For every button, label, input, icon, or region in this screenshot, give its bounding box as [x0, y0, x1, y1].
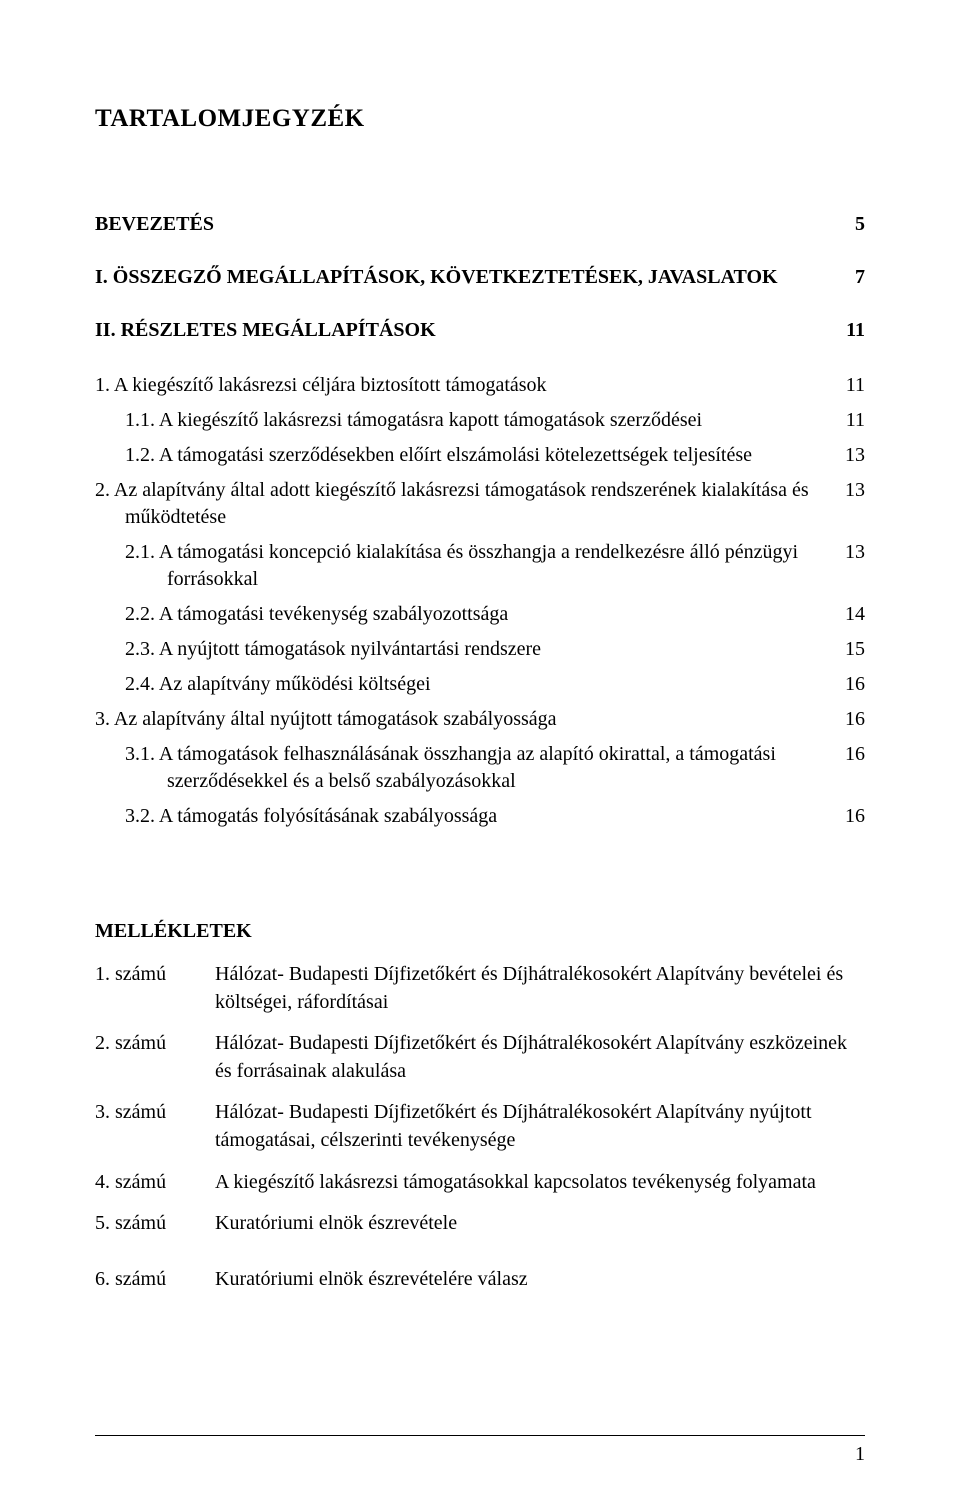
appendix-row: 6. számúKuratóriumi elnök észrevételére … — [95, 1266, 865, 1294]
toc-heading-label: II. RÉSZLETES MEGÁLLAPÍTÁSOK — [95, 319, 836, 342]
toc-item-row: 2.3. A nyújtott támogatások nyilvántartá… — [95, 636, 865, 663]
toc-item-number: 3.2. — [125, 805, 159, 827]
toc-item-number: 1.1. — [125, 409, 159, 431]
toc-item-number: 2.3. — [125, 638, 159, 660]
appendix-text: Kuratóriumi elnök észrevételére válasz — [215, 1266, 865, 1294]
toc-item-label: A támogatások felhasználásának összhangj… — [159, 743, 776, 792]
toc-item-page: 14 — [835, 601, 865, 628]
appendix-text: A kiegészítő lakásrezsi támogatásokkal k… — [215, 1169, 865, 1197]
appendix-row: 2. számúHálózat- Budapesti Díjfizetőkért… — [95, 1030, 865, 1085]
toc-item-text: 2.1. A támogatási koncepció kialakítása … — [95, 539, 835, 593]
toc-item-page: 11 — [836, 372, 865, 399]
appendix-row: 1. számúHálózat- Budapesti Díjfizetőkért… — [95, 961, 865, 1016]
toc-item-number: 3.1. — [125, 743, 159, 765]
toc-item-row: 2.1. A támogatási koncepció kialakítása … — [95, 539, 865, 593]
appendix-number: 5. számú — [95, 1210, 215, 1238]
appendix-text: Hálózat- Budapesti Díjfizetőkért és Díjh… — [215, 1030, 865, 1085]
toc-item-number: 3. — [95, 708, 114, 730]
toc-item-label: A kiegészítő lakásrezsi céljára biztosít… — [114, 374, 547, 396]
toc-heading-label: I. ÖSSZEGZŐ MEGÁLLAPÍTÁSOK, KÖVETKEZTETÉ… — [95, 266, 845, 289]
toc-item-row: 2. Az alapítvány által adott kiegészítő … — [95, 477, 865, 531]
appendix-number: 1. számú — [95, 961, 215, 1016]
toc-item-number: 1. — [95, 374, 114, 396]
toc-item-page: 16 — [835, 741, 865, 768]
toc-item-number: 2.4. — [125, 673, 159, 695]
toc-item-text: 2.4. Az alapítvány működési költségei — [95, 671, 835, 698]
appendix-row: 5. számúKuratóriumi elnök észrevétele — [95, 1210, 865, 1238]
toc-item-text: 1.1. A kiegészítő lakásrezsi támogatásra… — [95, 407, 836, 434]
page-footer: 1 — [95, 1435, 865, 1466]
toc-item-row: 3.1. A támogatások felhasználásának össz… — [95, 741, 865, 795]
footer-page-number: 1 — [95, 1443, 865, 1466]
toc-item-label: A támogatási koncepció kialakítása és ös… — [159, 541, 798, 590]
appendix-text: Kuratóriumi elnök észrevétele — [215, 1210, 865, 1238]
toc-item-text: 1.2. A támogatási szerződésekben előírt … — [95, 442, 835, 469]
toc-item-label: Az alapítvány működési költségei — [159, 673, 431, 695]
toc-item-label: A kiegészítő lakásrezsi támogatásra kapo… — [159, 409, 702, 431]
toc-item-number: 2.1. — [125, 541, 159, 563]
toc-item-page: 15 — [835, 636, 865, 663]
toc-heading-page: 11 — [836, 319, 865, 342]
appendix-row: 3. számúHálózat- Budapesti Díjfizetőkért… — [95, 1099, 865, 1154]
toc-item-page: 16 — [835, 671, 865, 698]
toc-item-number: 1.2. — [125, 444, 159, 466]
toc-heading-row: II. RÉSZLETES MEGÁLLAPÍTÁSOK 11 — [95, 319, 865, 342]
toc-item-row: 3. Az alapítvány által nyújtott támogatá… — [95, 706, 865, 733]
toc-item-row: 1.2. A támogatási szerződésekben előírt … — [95, 442, 865, 469]
toc-item-label: Az alapítvány által adott kiegészítő lak… — [114, 479, 809, 528]
toc-item-row: 1.1. A kiegészítő lakásrezsi támogatásra… — [95, 407, 865, 434]
appendix-number: 6. számú — [95, 1266, 215, 1294]
appendix-text: Hálózat- Budapesti Díjfizetőkért és Díjh… — [215, 961, 865, 1016]
toc-item-text: 3.2. A támogatás folyósításának szabályo… — [95, 803, 835, 830]
appendix-items: 1. számúHálózat- Budapesti Díjfizetőkért… — [95, 961, 865, 1293]
toc-heading-row: I. ÖSSZEGZŐ MEGÁLLAPÍTÁSOK, KÖVETKEZTETÉ… — [95, 266, 865, 289]
toc-item-label: Az alapítvány által nyújtott támogatások… — [114, 708, 557, 730]
document-page: TARTALOMJEGYZÉK BEVEZETÉS 5 I. ÖSSZEGZŐ … — [0, 0, 960, 1510]
toc-item-number: 2. — [95, 479, 114, 501]
toc-item-page: 13 — [835, 477, 865, 504]
toc-item-text: 1. A kiegészítő lakásrezsi céljára bizto… — [95, 372, 836, 399]
appendix-row: 4. számúA kiegészítő lakásrezsi támogatá… — [95, 1169, 865, 1197]
toc-item-page: 16 — [835, 706, 865, 733]
appendix-number: 3. számú — [95, 1099, 215, 1154]
toc-item-text: 3. Az alapítvány által nyújtott támogatá… — [95, 706, 835, 733]
toc-item-page: 13 — [835, 539, 865, 566]
appendix-number: 4. számú — [95, 1169, 215, 1197]
appendix-text: Hálózat- Budapesti Díjfizetőkért és Díjh… — [215, 1099, 865, 1154]
toc-item-page: 13 — [835, 442, 865, 469]
toc-item-label: A támogatási tevékenység szabályozottság… — [159, 603, 508, 625]
toc-items: 1. A kiegészítő lakásrezsi céljára bizto… — [95, 372, 865, 830]
toc-heading-row: BEVEZETÉS 5 — [95, 213, 865, 236]
toc-heading-label: BEVEZETÉS — [95, 213, 845, 236]
toc-heading-page: 5 — [845, 213, 865, 236]
toc-item-text: 2. Az alapítvány által adott kiegészítő … — [95, 477, 835, 531]
toc-item-text: 2.2. A támogatási tevékenység szabályozo… — [95, 601, 835, 628]
toc-item-number: 2.2. — [125, 603, 159, 625]
toc-item-label: A nyújtott támogatások nyilvántartási re… — [159, 638, 541, 660]
toc-item-row: 2.4. Az alapítvány működési költségei16 — [95, 671, 865, 698]
appendix-title: MELLÉKLETEK — [95, 920, 865, 943]
toc-item-label: A támogatási szerződésekben előírt elszá… — [159, 444, 752, 466]
footer-divider — [95, 1435, 865, 1437]
toc-item-row: 3.2. A támogatás folyósításának szabályo… — [95, 803, 865, 830]
toc-item-row: 1. A kiegészítő lakásrezsi céljára bizto… — [95, 372, 865, 399]
toc-item-text: 3.1. A támogatások felhasználásának össz… — [95, 741, 835, 795]
toc-item-row: 2.2. A támogatási tevékenység szabályozo… — [95, 601, 865, 628]
appendix-number: 2. számú — [95, 1030, 215, 1085]
toc-item-label: A támogatás folyósításának szabályossága — [159, 805, 497, 827]
page-title: TARTALOMJEGYZÉK — [95, 105, 865, 133]
toc-heading-page: 7 — [845, 266, 865, 289]
toc-item-page: 11 — [836, 407, 865, 434]
toc-item-text: 2.3. A nyújtott támogatások nyilvántartá… — [95, 636, 835, 663]
toc-item-page: 16 — [835, 803, 865, 830]
